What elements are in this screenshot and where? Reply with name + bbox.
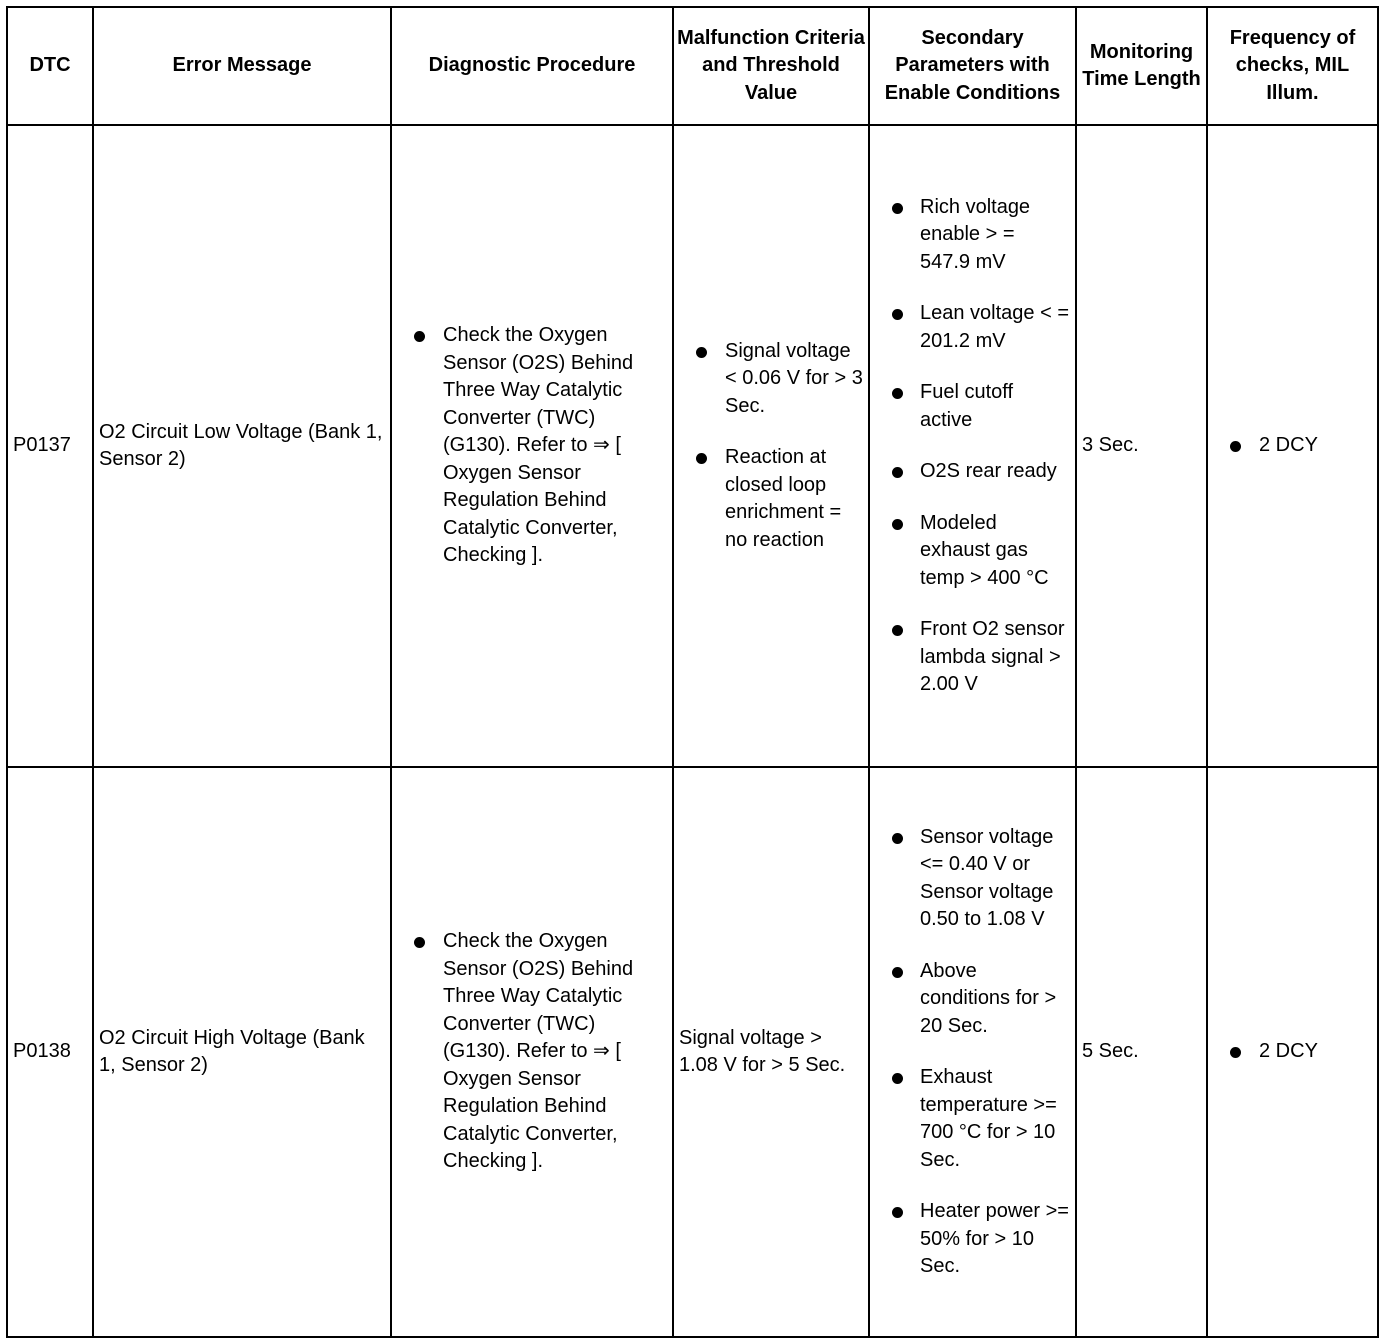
list-item: 2 DCY	[1213, 432, 1372, 460]
diagnostic-procedure: Check the Oxygen Sensor (O2S) Behind Thr…	[390, 766, 674, 1338]
header-malfunction-criteria: Malfunction Criteria and Threshold Value	[672, 6, 870, 126]
header-diagnostic-procedure: Diagnostic Procedure	[390, 6, 674, 126]
bullet-icon	[892, 966, 903, 978]
list-item: Sensor voltage <= 0.40 V or Sensor volta…	[875, 824, 1070, 934]
diagnostic-procedure: Check the Oxygen Sensor (O2S) Behind Thr…	[390, 124, 674, 768]
header-error-message: Error Message	[92, 6, 392, 126]
dtc-code: P0138	[6, 766, 94, 1338]
list-item: Modeled exhaust gas temp > 400 °C	[875, 510, 1070, 593]
bullet-icon	[892, 625, 903, 636]
list-item: Rich voltage enable > = 547.9 mV	[875, 194, 1070, 277]
table-row: P0138 O2 Circuit High Voltage (Bank 1, S…	[6, 766, 1379, 1338]
list-item: Fuel cutoff active	[875, 379, 1070, 434]
list-item: Lean voltage < = 201.2 mV	[875, 300, 1070, 355]
header-dtc: DTC	[6, 6, 94, 126]
error-message: O2 Circuit High Voltage (Bank 1, Sensor …	[92, 766, 392, 1338]
list-item: O2S rear ready	[875, 458, 1070, 486]
secondary-parameters: Rich voltage enable > = 547.9 mV Lean vo…	[868, 124, 1077, 768]
dtc-code: P0137	[6, 124, 94, 768]
list-item: Reaction at closed loop enrichment = no …	[679, 444, 863, 554]
list-item: Exhaust temperature >= 700 °C for > 10 S…	[875, 1064, 1070, 1174]
list-item: Above conditions for > 20 Sec.	[875, 958, 1070, 1041]
monitoring-time: 3 Sec.	[1075, 124, 1208, 768]
bullet-icon	[696, 453, 707, 465]
header-frequency: Frequency of checks, MIL Illum.	[1206, 6, 1379, 126]
dtc-table: DTC Error Message Diagnostic Procedure M…	[6, 6, 1379, 1338]
bullet-icon	[892, 467, 903, 478]
bullet-icon	[1230, 441, 1241, 453]
error-message: O2 Circuit Low Voltage (Bank 1, Sensor 2…	[92, 124, 392, 768]
bullet-icon	[892, 518, 903, 530]
bullet-icon	[414, 937, 425, 949]
list-item: Check the Oxygen Sensor (O2S) Behind Thr…	[397, 928, 667, 1176]
malfunction-criteria: Signal voltage > 1.08 V for > 5 Sec.	[672, 766, 870, 1338]
bullet-icon	[892, 1207, 903, 1218]
table-row: P0137 O2 Circuit Low Voltage (Bank 1, Se…	[6, 124, 1379, 768]
secondary-parameters: Sensor voltage <= 0.40 V or Sensor volta…	[868, 766, 1077, 1338]
header-monitoring-time: Monitoring Time Length	[1075, 6, 1208, 126]
bullet-icon	[892, 1073, 903, 1084]
frequency: 2 DCY	[1206, 766, 1379, 1338]
malfunction-criteria: Signal voltage < 0.06 V for > 3 Sec. Rea…	[672, 124, 870, 768]
list-item: Signal voltage < 0.06 V for > 3 Sec.	[679, 338, 863, 421]
header-row: DTC Error Message Diagnostic Procedure M…	[6, 6, 1379, 126]
bullet-icon	[696, 346, 707, 358]
monitoring-time: 5 Sec.	[1075, 766, 1208, 1338]
bullet-icon	[892, 832, 903, 844]
header-secondary-parameters: Secondary Parameters with Enable Conditi…	[868, 6, 1077, 126]
bullet-icon	[1230, 1047, 1241, 1059]
bullet-icon	[892, 388, 903, 399]
frequency: 2 DCY	[1206, 124, 1379, 768]
list-item: Front O2 sensor lambda signal > 2.00 V	[875, 616, 1070, 699]
list-item: 2 DCY	[1213, 1038, 1372, 1066]
bullet-icon	[414, 331, 425, 343]
bullet-icon	[892, 202, 903, 214]
list-item: Heater power >= 50% for > 10 Sec.	[875, 1198, 1070, 1281]
list-item: Check the Oxygen Sensor (O2S) Behind Thr…	[397, 322, 667, 570]
bullet-icon	[892, 309, 903, 320]
